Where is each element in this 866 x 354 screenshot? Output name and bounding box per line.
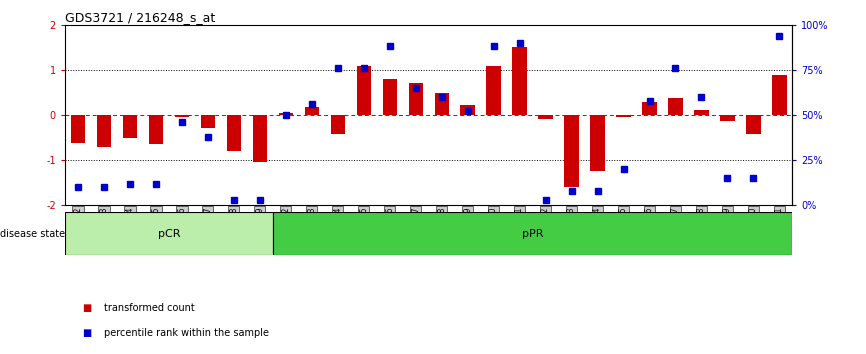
Text: ■: ■: [82, 328, 92, 338]
Bar: [591, 115, 604, 171]
Bar: [772, 75, 786, 115]
Bar: [513, 47, 527, 115]
Bar: [279, 113, 293, 115]
Bar: [669, 98, 682, 115]
Bar: [643, 102, 656, 115]
Bar: [383, 79, 397, 115]
Bar: [201, 115, 215, 128]
Text: ■: ■: [82, 303, 92, 313]
Text: pPR: pPR: [522, 229, 543, 239]
Bar: [746, 115, 760, 134]
Bar: [123, 115, 137, 138]
Bar: [565, 115, 578, 187]
Bar: [175, 115, 189, 117]
Bar: [487, 66, 501, 115]
Bar: [617, 115, 630, 117]
Text: percentile rank within the sample: percentile rank within the sample: [104, 328, 269, 338]
Bar: [409, 82, 423, 115]
Bar: [435, 93, 449, 115]
Bar: [331, 115, 345, 134]
Bar: [721, 115, 734, 121]
Bar: [357, 66, 371, 115]
Bar: [305, 107, 319, 115]
Text: GDS3721 / 216248_s_at: GDS3721 / 216248_s_at: [65, 11, 215, 24]
Bar: [461, 105, 475, 115]
Bar: [273, 212, 792, 255]
Bar: [227, 115, 241, 151]
Text: transformed count: transformed count: [104, 303, 195, 313]
Text: disease state: disease state: [0, 229, 65, 239]
Bar: [539, 115, 553, 119]
Bar: [695, 110, 708, 115]
Text: pCR: pCR: [158, 229, 180, 239]
Bar: [65, 212, 273, 255]
Bar: [97, 115, 111, 147]
Bar: [149, 115, 163, 144]
Bar: [253, 115, 267, 162]
Bar: [71, 115, 85, 143]
